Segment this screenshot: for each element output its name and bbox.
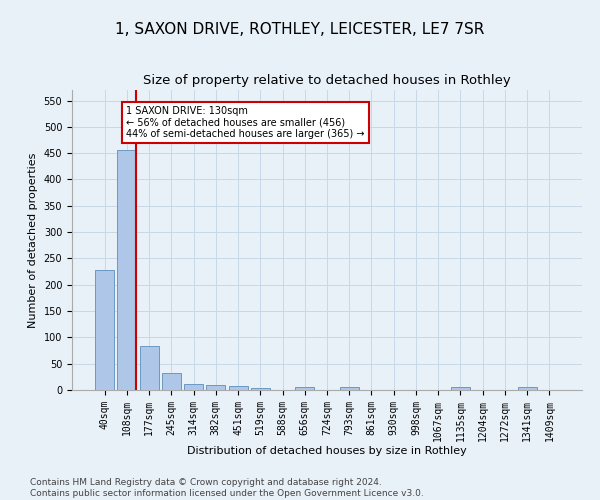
Bar <box>206 384 225 390</box>
Bar <box>251 388 270 390</box>
Text: Contains HM Land Registry data © Crown copyright and database right 2024.
Contai: Contains HM Land Registry data © Crown c… <box>30 478 424 498</box>
Text: 1 SAXON DRIVE: 130sqm
← 56% of detached houses are smaller (456)
44% of semi-det: 1 SAXON DRIVE: 130sqm ← 56% of detached … <box>127 106 365 139</box>
Text: 1, SAXON DRIVE, ROTHLEY, LEICESTER, LE7 7SR: 1, SAXON DRIVE, ROTHLEY, LEICESTER, LE7 … <box>115 22 485 38</box>
Bar <box>140 346 158 390</box>
Bar <box>162 373 181 390</box>
Title: Size of property relative to detached houses in Rothley: Size of property relative to detached ho… <box>143 74 511 88</box>
Bar <box>95 270 114 390</box>
Bar <box>340 388 359 390</box>
Y-axis label: Number of detached properties: Number of detached properties <box>28 152 38 328</box>
Bar <box>518 388 536 390</box>
Bar <box>229 386 248 390</box>
Bar <box>118 150 136 390</box>
X-axis label: Distribution of detached houses by size in Rothley: Distribution of detached houses by size … <box>187 446 467 456</box>
Bar <box>295 388 314 390</box>
Bar <box>451 388 470 390</box>
Bar <box>184 384 203 390</box>
